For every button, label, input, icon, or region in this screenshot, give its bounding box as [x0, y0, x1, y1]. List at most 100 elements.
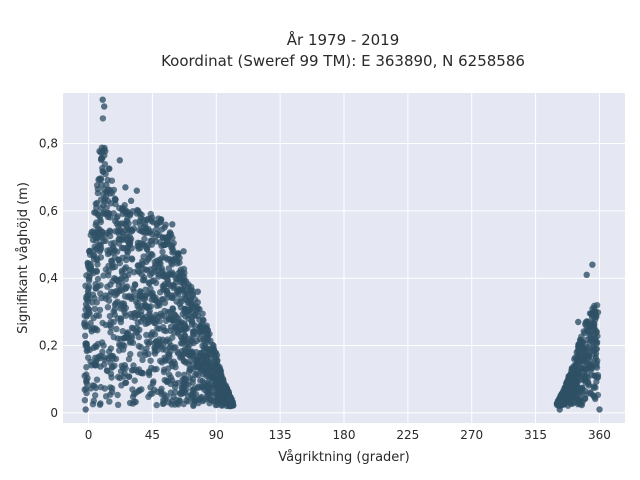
data-point — [209, 364, 216, 371]
data-point — [117, 335, 124, 343]
data-point — [94, 275, 102, 283]
data-point — [101, 354, 108, 361]
data-point — [128, 255, 136, 262]
data-point — [129, 293, 137, 301]
data-point — [176, 397, 183, 404]
data-point — [197, 349, 204, 357]
data-point — [117, 286, 124, 294]
data-point — [107, 370, 115, 377]
data-point — [188, 308, 196, 315]
data-point — [137, 318, 145, 325]
data-point — [118, 220, 126, 227]
data-point — [134, 239, 142, 246]
data-point — [589, 364, 596, 372]
data-point — [558, 399, 566, 407]
data-point — [92, 392, 99, 399]
data-point — [183, 291, 190, 299]
data-point — [85, 306, 93, 313]
data-point — [159, 254, 166, 261]
data-point — [119, 205, 126, 213]
data-point — [161, 366, 168, 373]
data-point — [168, 401, 175, 408]
data-point — [166, 357, 174, 365]
data-point — [162, 327, 170, 335]
data-point — [214, 357, 221, 364]
data-point — [108, 240, 115, 247]
data-point — [91, 382, 98, 389]
data-point — [133, 187, 140, 194]
data-point — [97, 196, 105, 203]
data-point — [186, 352, 193, 359]
data-point — [592, 350, 600, 357]
data-point — [151, 258, 158, 266]
y-tick-label: 0,6 — [39, 204, 58, 218]
data-point — [185, 398, 192, 405]
data-point — [126, 240, 133, 248]
data-point — [574, 372, 581, 379]
data-point — [155, 299, 163, 306]
data-point — [566, 379, 573, 386]
data-point — [101, 103, 108, 110]
data-point — [206, 395, 214, 403]
data-point — [167, 374, 174, 381]
data-point — [87, 358, 94, 365]
data-point — [142, 301, 149, 309]
data-point — [210, 346, 217, 353]
data-point — [105, 297, 113, 304]
data-point — [183, 306, 190, 313]
data-point — [576, 396, 584, 404]
data-point — [120, 346, 127, 353]
data-point — [82, 282, 89, 289]
data-point — [182, 278, 190, 285]
data-point — [83, 313, 91, 320]
data-point — [161, 307, 168, 315]
data-point — [162, 221, 169, 228]
data-point — [117, 276, 124, 283]
data-point — [119, 229, 126, 237]
data-point — [175, 285, 182, 293]
data-point — [119, 328, 127, 335]
data-point — [127, 350, 134, 358]
data-point — [575, 343, 582, 350]
data-point — [162, 317, 170, 324]
data-point — [102, 393, 110, 400]
data-point — [114, 228, 121, 235]
data-point — [153, 401, 160, 409]
data-point — [159, 248, 166, 256]
data-point — [129, 325, 137, 332]
data-point — [173, 298, 180, 305]
data-point — [90, 397, 98, 404]
data-point — [99, 165, 106, 172]
data-point — [125, 226, 132, 233]
data-point — [115, 240, 123, 247]
data-point — [81, 397, 89, 404]
data-point — [153, 221, 161, 228]
data-point — [99, 115, 107, 122]
data-point — [181, 375, 188, 383]
data-point — [204, 332, 211, 339]
data-point — [104, 304, 112, 311]
data-point — [128, 334, 136, 341]
data-point — [104, 176, 111, 184]
data-point — [94, 283, 102, 290]
data-point — [123, 256, 130, 264]
data-point — [102, 321, 110, 329]
data-point — [94, 256, 101, 264]
data-point — [100, 272, 107, 279]
x-tick-label: 90 — [209, 428, 224, 442]
data-point — [211, 381, 218, 389]
data-point — [593, 302, 601, 309]
data-point — [89, 299, 96, 306]
x-tick-label: 0 — [85, 428, 93, 442]
data-point — [139, 356, 146, 364]
data-point — [160, 341, 167, 348]
data-point — [197, 377, 204, 384]
data-point — [147, 313, 154, 320]
data-point — [142, 242, 149, 250]
data-point — [114, 401, 122, 408]
data-point — [130, 288, 138, 295]
data-point — [575, 318, 582, 326]
x-tick-label: 360 — [588, 428, 611, 442]
data-point — [100, 202, 107, 209]
data-point — [168, 271, 175, 278]
